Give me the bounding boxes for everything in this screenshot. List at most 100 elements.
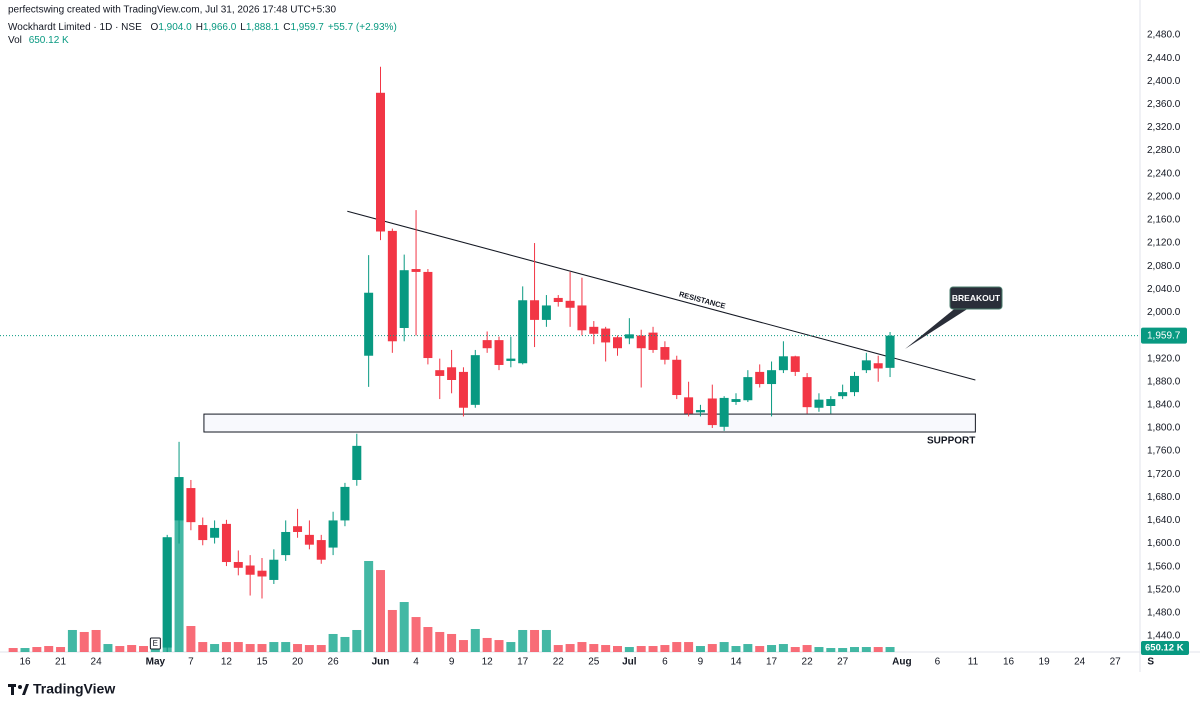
candle-body bbox=[518, 300, 528, 364]
x-tick-label: Aug bbox=[892, 657, 911, 668]
volume-bar bbox=[624, 647, 634, 652]
attribution: perfectswing created with TradingView.co… bbox=[8, 5, 336, 16]
x-tick-label: 16 bbox=[1003, 657, 1015, 668]
candle-body bbox=[743, 377, 753, 401]
y-tick-label: 1,640.0 bbox=[1147, 515, 1181, 526]
candle-body bbox=[435, 370, 445, 376]
volume-bar bbox=[838, 648, 848, 652]
y-tick-label: 2,040.0 bbox=[1147, 284, 1181, 295]
y-tick-label: 2,200.0 bbox=[1147, 191, 1181, 202]
candle-body bbox=[245, 565, 255, 575]
last-price-box bbox=[1141, 327, 1187, 344]
x-tick-label: 20 bbox=[292, 657, 304, 668]
candle-layer bbox=[162, 66, 895, 652]
volume-bar bbox=[778, 644, 788, 652]
x-tick-label: 9 bbox=[698, 657, 704, 668]
candle-body bbox=[257, 570, 267, 577]
candle-body bbox=[577, 305, 587, 331]
volume-bar bbox=[684, 642, 694, 652]
x-tick-label: 6 bbox=[935, 657, 941, 668]
volume-bar bbox=[233, 642, 243, 652]
volume-bar bbox=[814, 647, 824, 652]
callout-box bbox=[949, 286, 1003, 310]
candle-body bbox=[695, 410, 705, 413]
candle-body bbox=[376, 92, 385, 232]
volume-bar bbox=[387, 609, 397, 652]
volume-bar bbox=[411, 617, 421, 652]
candle-body bbox=[281, 531, 291, 556]
y-tick-label: 1,920.0 bbox=[1147, 353, 1181, 364]
volume-bar bbox=[790, 647, 800, 652]
candle-body bbox=[399, 270, 409, 328]
logo-mark bbox=[11, 684, 14, 695]
x-tick-label: 21 bbox=[55, 657, 67, 668]
volume-bar bbox=[589, 644, 599, 652]
x-tick-label: S bbox=[1147, 657, 1154, 668]
volume-bar bbox=[541, 629, 551, 652]
candle-body bbox=[293, 526, 303, 532]
x-tick-label: 14 bbox=[730, 657, 742, 668]
candle-body bbox=[364, 292, 374, 356]
volume-bar bbox=[518, 629, 528, 652]
symbol-legend: Wockhardt Limited · 1D · NSE O1,904.0 H1,… bbox=[8, 22, 397, 33]
volume-value-label: 650.12 K bbox=[1145, 643, 1184, 654]
logo-mark bbox=[18, 685, 22, 689]
x-tick-label: Jun bbox=[372, 657, 390, 668]
x-tick-label: 7 bbox=[188, 657, 194, 668]
volume-bar bbox=[767, 645, 777, 652]
candle-body bbox=[506, 358, 516, 361]
volume-bar bbox=[601, 645, 611, 652]
volume-bar bbox=[139, 646, 148, 652]
volume-bar bbox=[103, 644, 113, 652]
candle-body bbox=[186, 488, 196, 523]
candle-body bbox=[767, 370, 777, 385]
y-tick-label: 2,240.0 bbox=[1147, 168, 1181, 179]
y-tick-label: 2,120.0 bbox=[1147, 238, 1181, 249]
candle-body bbox=[494, 340, 504, 365]
candle-body bbox=[174, 477, 184, 521]
ohlc-key: H bbox=[196, 22, 203, 33]
volume-bar bbox=[719, 642, 729, 652]
x-tick-label: 6 bbox=[662, 657, 668, 668]
volume-bar bbox=[8, 648, 18, 652]
volume-bar bbox=[447, 633, 457, 652]
candle-body bbox=[565, 300, 575, 308]
candle-body bbox=[198, 525, 208, 541]
logo-mark bbox=[22, 684, 29, 695]
y-tick-label: 2,280.0 bbox=[1147, 145, 1181, 156]
y-tick-label: 1,760.0 bbox=[1147, 446, 1181, 457]
volume-bar bbox=[565, 644, 575, 652]
candle-body bbox=[873, 363, 883, 369]
y-tick-label: 1,720.0 bbox=[1147, 469, 1181, 480]
y-tick-label: 1,800.0 bbox=[1147, 423, 1181, 434]
volume-bar bbox=[755, 646, 765, 652]
candle-body bbox=[624, 334, 634, 339]
candle-body bbox=[162, 537, 172, 648]
volume-value-box bbox=[1141, 641, 1189, 655]
candle-body bbox=[778, 356, 788, 371]
volume-bar bbox=[731, 646, 741, 652]
volume-bar bbox=[67, 629, 77, 652]
volume-bar bbox=[435, 631, 445, 652]
candle-body bbox=[411, 269, 421, 272]
y-tick-label: 1,600.0 bbox=[1147, 538, 1181, 549]
support-zone bbox=[203, 413, 976, 433]
volume-bar bbox=[826, 648, 836, 652]
volume-bar bbox=[850, 647, 859, 652]
volume-bar bbox=[470, 629, 480, 652]
candle-body bbox=[660, 347, 670, 360]
volume-bar bbox=[376, 570, 385, 652]
candle-body bbox=[802, 377, 812, 408]
volume-bar bbox=[577, 642, 587, 652]
volume-bar bbox=[695, 646, 705, 652]
volume-bar bbox=[340, 636, 350, 652]
candle-body bbox=[423, 271, 433, 359]
candle-body bbox=[731, 399, 741, 402]
volume-bar bbox=[56, 647, 66, 652]
y-tick-label: 1,560.0 bbox=[1147, 561, 1181, 572]
volume-bar bbox=[648, 646, 658, 652]
candle-body bbox=[601, 328, 611, 343]
volume-bar bbox=[210, 644, 220, 652]
